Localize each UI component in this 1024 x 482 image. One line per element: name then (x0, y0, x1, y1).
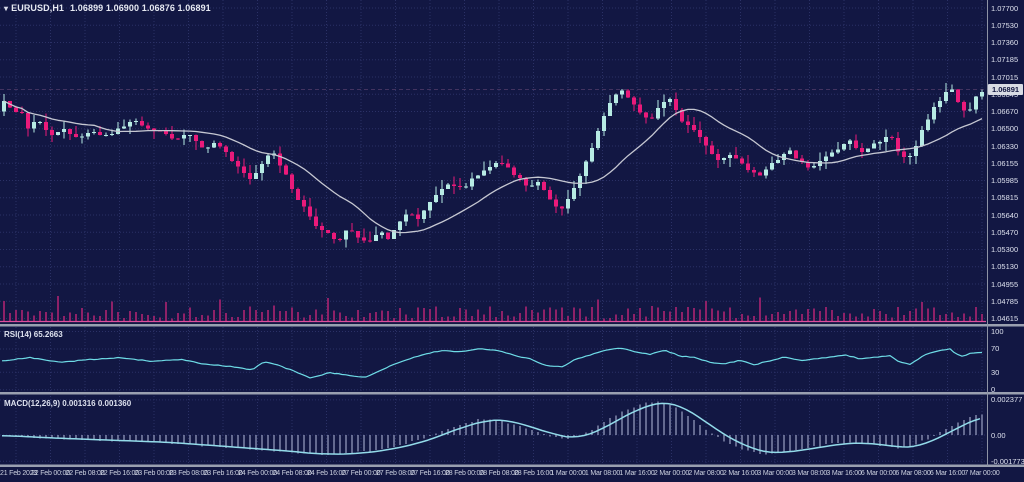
macd-axis-label: -0.001773 (991, 456, 1024, 466)
time-axis-label: 28 Feb 16:00 (514, 470, 553, 477)
time-axis-label: 27 Feb 08:00 (376, 470, 415, 477)
price-tick-label: 1.06330 (991, 141, 1019, 151)
symbol-timeframe: EURUSD,H1 (11, 3, 65, 13)
title-marker-icon: ▾ (4, 4, 9, 13)
time-axis-label: 24 Feb 00:00 (238, 470, 277, 477)
time-axis-label: 24 Feb 16:00 (307, 470, 346, 477)
price-tick-label: 1.07700 (991, 3, 1019, 13)
price-tick-label: 1.05985 (991, 176, 1019, 185)
price-tick-label: 1.04955 (991, 279, 1019, 289)
time-axis-label: 27 Feb 00:00 (341, 470, 381, 477)
time-axis-label: 28 Feb 00:00 (445, 470, 484, 477)
time-axis-label: 1 Mar 16:00 (619, 470, 655, 477)
time-axis-label: 2 Mar 08:00 (688, 470, 724, 477)
time-axis-label: 28 Feb 08:00 (479, 470, 519, 477)
price-tick-label: 1.05130 (991, 262, 1019, 272)
macd-label: MACD(12,26,9) 0.001316 0.001360 (4, 399, 132, 408)
price-tick-label: 1.06670 (991, 107, 1019, 116)
time-axis-label: 1 Mar 00:00 (550, 470, 586, 477)
price-tick-label: 1.06500 (991, 124, 1019, 134)
price-tick-label: 1.07530 (991, 20, 1019, 30)
chart-title: ▾ EURUSD,H1 1.06899 1.06900 1.06876 1.0689… (4, 3, 211, 13)
rsi-label: RSI(14) 65.2663 (4, 330, 63, 339)
time-axis-label: 1 Mar 08:00 (584, 470, 621, 477)
current-price-box: 1.06891 (988, 84, 1023, 95)
macd-axis-label: 0.002377 (991, 395, 1023, 405)
time-axis-label: 6 Mar 16:00 (929, 470, 966, 477)
rsi-level-label: 100 (991, 327, 1004, 336)
time-axis-label: 23 Feb 00:00 (134, 470, 174, 477)
time-axis-label: 22 Feb 00:00 (31, 470, 70, 477)
price-tick-label: 1.05640 (991, 210, 1019, 220)
rsi-level-label: 0 (991, 385, 996, 395)
time-axis-label: 23 Feb 16:00 (203, 470, 243, 477)
ohlc-values: 1.06899 1.06900 1.06876 1.06891 (70, 3, 211, 13)
time-axis-label: 6 Mar 00:00 (860, 470, 897, 477)
time-axis-label: 2 Mar 00:00 (653, 470, 690, 477)
time-axis-label: 24 Feb 08:00 (272, 470, 312, 477)
rsi-level-label: 70 (991, 344, 1000, 354)
time-axis-label: 2 Mar 16:00 (722, 470, 759, 477)
price-tick-label: 1.07360 (991, 38, 1019, 47)
price-tick-label: 1.05470 (991, 227, 1019, 237)
time-axis-label: 22 Feb 16:00 (100, 470, 139, 477)
time-axis-label: 21 Feb 2023 (0, 470, 38, 477)
price-tick-label: 1.07015 (991, 72, 1019, 82)
price-tick-label: 1.04785 (991, 296, 1019, 306)
price-tick-label: 1.04615 (991, 314, 1019, 323)
time-axis-label: 23 Feb 08:00 (169, 470, 208, 477)
time-axis-label: 6 Mar 08:00 (895, 470, 931, 477)
price-tick-label: 1.05300 (991, 245, 1019, 254)
price-tick-label: 1.05815 (991, 193, 1019, 203)
time-axis-label: 3 Mar 00:00 (757, 470, 793, 477)
time-axis-label: 3 Mar 08:00 (791, 470, 828, 477)
price-tick-label: 1.07185 (991, 55, 1019, 65)
rsi-level-label: 30 (991, 367, 1000, 377)
time-axis-label: 3 Mar 16:00 (826, 470, 862, 477)
price-tick-label: 1.06155 (991, 158, 1019, 168)
macd-axis-label: 0.00 (991, 430, 1006, 440)
time-axis-label: 7 Mar 00:00 (964, 470, 1000, 477)
time-axis-label: 22 Feb 08:00 (65, 470, 105, 477)
time-axis-label: 27 Feb 16:00 (410, 470, 450, 477)
